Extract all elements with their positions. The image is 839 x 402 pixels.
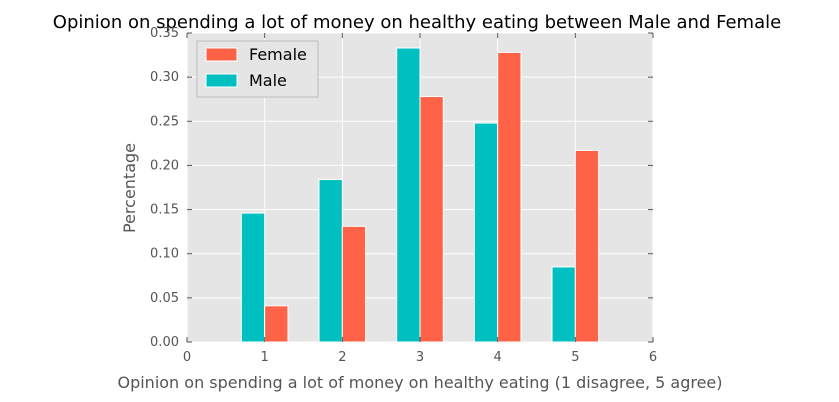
y-tick-label: 0.30: [150, 70, 179, 85]
legend-label-male: Male: [249, 71, 287, 90]
x-tick-label: 2: [338, 350, 346, 365]
bar-male-4: [473, 122, 499, 343]
x-tick-label: 6: [649, 350, 657, 365]
y-tick-label: 0.10: [150, 247, 179, 262]
legend: Female Male: [196, 40, 319, 98]
bars: [240, 47, 600, 343]
bar-female-1: [264, 305, 289, 343]
x-axis-label: Opinion on spending a lot of money on he…: [117, 373, 722, 392]
bar-male-5: [551, 266, 576, 343]
bar-male-1: [240, 212, 266, 343]
y-axis-label: Percentage: [120, 143, 139, 233]
y-tick-label: 0.35: [150, 26, 179, 41]
x-tick-label: 3: [416, 350, 424, 365]
axis-ticks: 0.00 0.05 0.10 0.15 0.20 0.25 0.30 0.35 0 1 2 3 4 5 6: [150, 26, 657, 365]
y-tick-label: 0.25: [150, 114, 179, 129]
y-tick-label: 0.15: [150, 203, 179, 218]
x-tick-label: 4: [494, 350, 502, 365]
chart-title: Opinion on spending a lot of money on he…: [53, 12, 781, 33]
x-tick-label: 1: [261, 350, 269, 365]
bar-female-5: [574, 149, 600, 343]
bar-female-4: [497, 51, 522, 343]
legend-swatch-female: [205, 47, 238, 62]
legend-swatch-male: [205, 73, 238, 88]
bar-female-2: [341, 225, 367, 343]
legend-label-female: Female: [249, 45, 307, 64]
y-tick-label: 0.05: [150, 291, 179, 306]
bar-male-2: [318, 179, 343, 343]
x-tick-label: 0: [183, 350, 191, 365]
bar-female-3: [419, 96, 444, 343]
y-tick-label: 0.00: [150, 335, 179, 350]
y-tick-label: 0.20: [150, 158, 179, 173]
bar-male-3: [396, 47, 421, 343]
x-tick-label: 5: [571, 350, 579, 365]
